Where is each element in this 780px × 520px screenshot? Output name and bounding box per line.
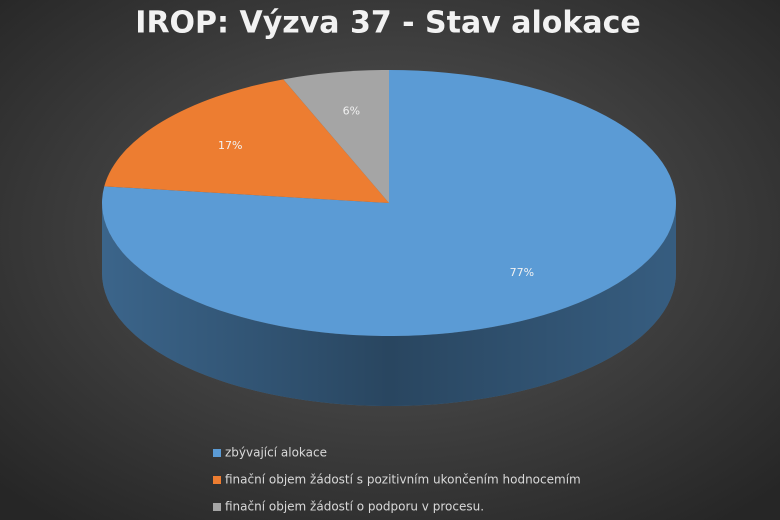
slice <box>104 79 389 203</box>
legend-swatch <box>213 476 221 484</box>
data-label: 17% <box>218 139 242 152</box>
legend-label: zbývající alokace <box>225 446 327 460</box>
legend-label: finační objem žádostí o podporu v proces… <box>225 500 484 514</box>
legend-swatch <box>213 449 221 457</box>
data-label: 6% <box>343 105 360 118</box>
chart-title: IROP: Výzva 37 - Stav alokace <box>135 6 640 41</box>
legend-label: finační objem žádostí s pozitivním ukonč… <box>225 473 581 487</box>
legend-swatch <box>213 503 221 511</box>
data-label: 77% <box>510 266 534 279</box>
slice <box>283 70 389 203</box>
side-shade <box>102 203 676 406</box>
